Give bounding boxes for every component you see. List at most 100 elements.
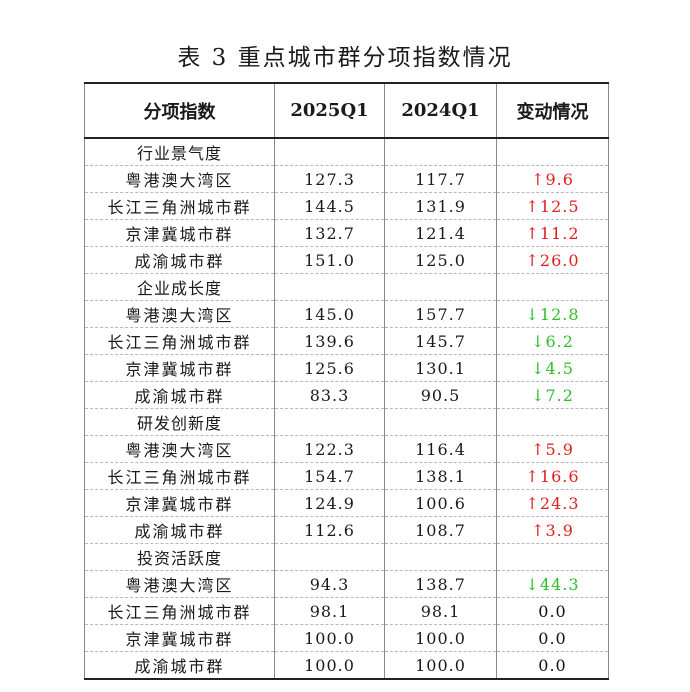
change-value: 12.5 xyxy=(539,196,580,216)
region-name: 长江三角洲城市群 xyxy=(84,327,275,355)
table-row: 粤港澳大湾区 127.3 117.7 ↑9.6 xyxy=(84,165,609,193)
group-name: 行业景气度 xyxy=(84,138,275,166)
region-name: 粤港澳大湾区 xyxy=(84,165,275,193)
table-row: 京津冀城市群 124.9 100.6 ↑24.3 xyxy=(84,489,609,517)
arrow-down-icon: ↓ xyxy=(525,304,540,324)
empty-cell xyxy=(496,408,609,436)
region-name: 成渝城市群 xyxy=(84,381,275,409)
value-2024q1: 117.7 xyxy=(384,165,497,193)
region-name: 粤港澳大湾区 xyxy=(84,570,275,598)
change-value: 3.9 xyxy=(545,520,574,540)
table-row: 粤港澳大湾区 122.3 116.4 ↑5.9 xyxy=(84,435,609,463)
table-row: 成渝城市群 83.3 90.5 ↓7.2 xyxy=(84,381,609,409)
group-name: 研发创新度 xyxy=(84,408,275,436)
value-2025q1: 154.7 xyxy=(274,462,385,490)
table-row: 京津冀城市群 132.7 121.4 ↑11.2 xyxy=(84,219,609,247)
table-caption: 表 3 重点城市群分项指数情况 xyxy=(177,45,513,71)
empty-cell xyxy=(274,138,385,166)
value-2025q1: 122.3 xyxy=(274,435,385,463)
empty-cell xyxy=(384,138,497,166)
region-name: 粤港澳大湾区 xyxy=(84,300,275,328)
change-cell: ↑5.9 xyxy=(496,435,609,463)
table-row: 京津冀城市群 125.6 130.1 ↓4.5 xyxy=(84,354,609,382)
value-2024q1: 157.7 xyxy=(384,300,497,328)
value-2025q1: 145.0 xyxy=(274,300,385,328)
value-2024q1: 130.1 xyxy=(384,354,497,382)
value-2025q1: 94.3 xyxy=(274,570,385,598)
region-name: 长江三角洲城市群 xyxy=(84,597,275,625)
value-2025q1: 151.0 xyxy=(274,246,385,274)
change-cell: ↓12.8 xyxy=(496,300,609,328)
change-value: 9.6 xyxy=(545,169,574,189)
value-2024q1: 98.1 xyxy=(384,597,497,625)
change-value: 0.0 xyxy=(538,655,567,675)
empty-cell xyxy=(274,543,385,571)
table-row: 粤港澳大湾区 145.0 157.7 ↓12.8 xyxy=(84,300,609,328)
arrow-up-icon: ↑ xyxy=(525,466,540,486)
empty-cell xyxy=(496,543,609,571)
change-cell: ↑26.0 xyxy=(496,246,609,274)
empty-cell xyxy=(274,273,385,301)
change-cell: 0.0 xyxy=(496,651,609,680)
change-cell: ↑24.3 xyxy=(496,489,609,517)
value-2024q1: 138.7 xyxy=(384,570,497,598)
value-2024q1: 125.0 xyxy=(384,246,497,274)
arrow-down-icon: ↓ xyxy=(531,358,546,378)
arrow-up-icon: ↑ xyxy=(531,439,546,459)
change-cell: ↓44.3 xyxy=(496,570,609,598)
change-value: 16.6 xyxy=(539,466,580,486)
arrow-up-icon: ↑ xyxy=(525,223,540,243)
table-row: 粤港澳大湾区 94.3 138.7 ↓44.3 xyxy=(84,570,609,598)
change-value: 12.8 xyxy=(539,304,580,324)
value-2024q1: 131.9 xyxy=(384,192,497,220)
region-name: 成渝城市群 xyxy=(84,516,275,544)
change-cell: 0.0 xyxy=(496,624,609,652)
value-2025q1: 127.3 xyxy=(274,165,385,193)
table-row: 长江三角洲城市群 144.5 131.9 ↑12.5 xyxy=(84,192,609,220)
value-2024q1: 100.0 xyxy=(384,624,497,652)
value-2025q1: 125.6 xyxy=(274,354,385,382)
table-row: 长江三角洲城市群 139.6 145.7 ↓6.2 xyxy=(84,327,609,355)
table-row: 成渝城市群 112.6 108.7 ↑3.9 xyxy=(84,516,609,544)
change-value: 26.0 xyxy=(539,250,580,270)
table-row: 成渝城市群 100.0 100.0 0.0 xyxy=(84,651,609,680)
change-value: 11.2 xyxy=(539,223,580,243)
change-cell: ↓7.2 xyxy=(496,381,609,409)
arrow-up-icon: ↑ xyxy=(531,520,546,540)
value-2025q1: 98.1 xyxy=(274,597,385,625)
change-cell: ↓4.5 xyxy=(496,354,609,382)
change-value: 4.5 xyxy=(545,358,574,378)
table-body: 行业景气度 粤港澳大湾区 127.3 117.7 ↑9.6 长江三角洲城市群 144.5 13… xyxy=(84,138,609,680)
region-name: 京津冀城市群 xyxy=(84,624,275,652)
value-2025q1: 112.6 xyxy=(274,516,385,544)
arrow-up-icon: ↑ xyxy=(531,169,546,189)
table-row: 成渝城市群 151.0 125.0 ↑26.0 xyxy=(84,246,609,274)
change-cell: 0.0 xyxy=(496,597,609,625)
sub-index-table: 分项指数 2025Q1 2024Q1 变动情况 行业景气度 粤港澳大湾区 127.3… xyxy=(84,82,609,680)
region-name: 成渝城市群 xyxy=(84,651,275,680)
header-2025q1: 2025Q1 xyxy=(274,82,385,139)
group-row: 研发创新度 xyxy=(84,408,609,436)
group-row: 行业景气度 xyxy=(84,138,609,166)
region-name: 粤港澳大湾区 xyxy=(84,435,275,463)
arrow-down-icon: ↓ xyxy=(525,574,540,594)
change-cell: ↑12.5 xyxy=(496,192,609,220)
arrow-up-icon: ↑ xyxy=(525,196,540,216)
region-name: 京津冀城市群 xyxy=(84,219,275,247)
value-2025q1: 139.6 xyxy=(274,327,385,355)
value-2024q1: 90.5 xyxy=(384,381,497,409)
change-value: 0.0 xyxy=(538,628,567,648)
header-change: 变动情况 xyxy=(496,82,609,139)
region-name: 长江三角洲城市群 xyxy=(84,192,275,220)
arrow-up-icon: ↑ xyxy=(525,250,540,270)
change-value: 24.3 xyxy=(539,493,580,513)
region-name: 成渝城市群 xyxy=(84,246,275,274)
change-cell: ↑11.2 xyxy=(496,219,609,247)
empty-cell xyxy=(496,273,609,301)
value-2025q1: 124.9 xyxy=(274,489,385,517)
value-2025q1: 132.7 xyxy=(274,219,385,247)
change-cell: ↑9.6 xyxy=(496,165,609,193)
value-2024q1: 121.4 xyxy=(384,219,497,247)
value-2024q1: 100.6 xyxy=(384,489,497,517)
empty-cell xyxy=(384,273,497,301)
